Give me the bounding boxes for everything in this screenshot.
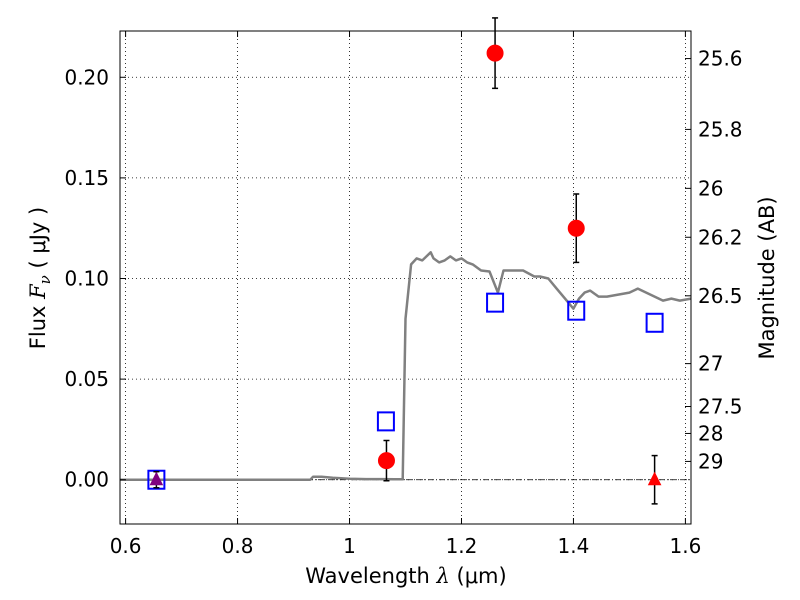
observed-point [486,44,504,62]
x-tick-label: 0.6 [110,534,142,558]
y2-tick-label: 27.5 [698,394,743,418]
model-photometry-square [645,312,664,333]
x-axis-label: Wavelength λ (μm) [305,564,506,588]
y-tick-label: 0.00 [64,468,109,492]
model-photometry-square [147,469,166,490]
y2-tick-label: 26.2 [698,225,743,249]
y2-tick-label: 28 [698,421,723,445]
y-tick-label: 0.15 [64,166,109,190]
upper-limit-triangle [149,471,164,486]
x-tick-label: 1.6 [669,534,701,558]
model-sed-line [120,251,692,481]
x-tick-label: 1 [343,534,356,558]
axis-ticks: 0.6 0.8 1 1.2 1.4 1.6 0.00 0.05 0.10 0.15 0.20 25.6… [64,31,743,558]
y2-axis-label: Magnitude (AB) [755,196,779,359]
y2-tick-label: 29 [698,449,723,473]
series-layer [120,17,692,505]
upper-limit-triangle [647,471,662,486]
y2-tick-label: 26 [698,176,723,200]
x-tick-label: 1.4 [558,534,590,558]
x-tick-label: 1.2 [446,534,478,558]
y-tick-label: 0.05 [64,367,109,391]
observed-point [567,219,585,237]
y-tick-label: 0.20 [64,65,109,89]
x-tick-label: 0.8 [222,534,254,558]
model-photometry-square [567,300,586,321]
y2-tick-label: 27 [698,352,723,376]
model-photometry-square [376,411,395,432]
y-axis-label: Flux Fν ( μJy ) [26,207,54,349]
y2-tick-label: 25.8 [698,117,743,141]
model-photometry-square [486,292,505,313]
observed-point [377,452,395,470]
y2-tick-label: 26.5 [698,284,743,308]
y-tick-label: 0.10 [64,267,109,291]
y2-tick-label: 25.6 [698,47,743,71]
plot-area [120,31,691,524]
plot-frame [119,30,692,525]
